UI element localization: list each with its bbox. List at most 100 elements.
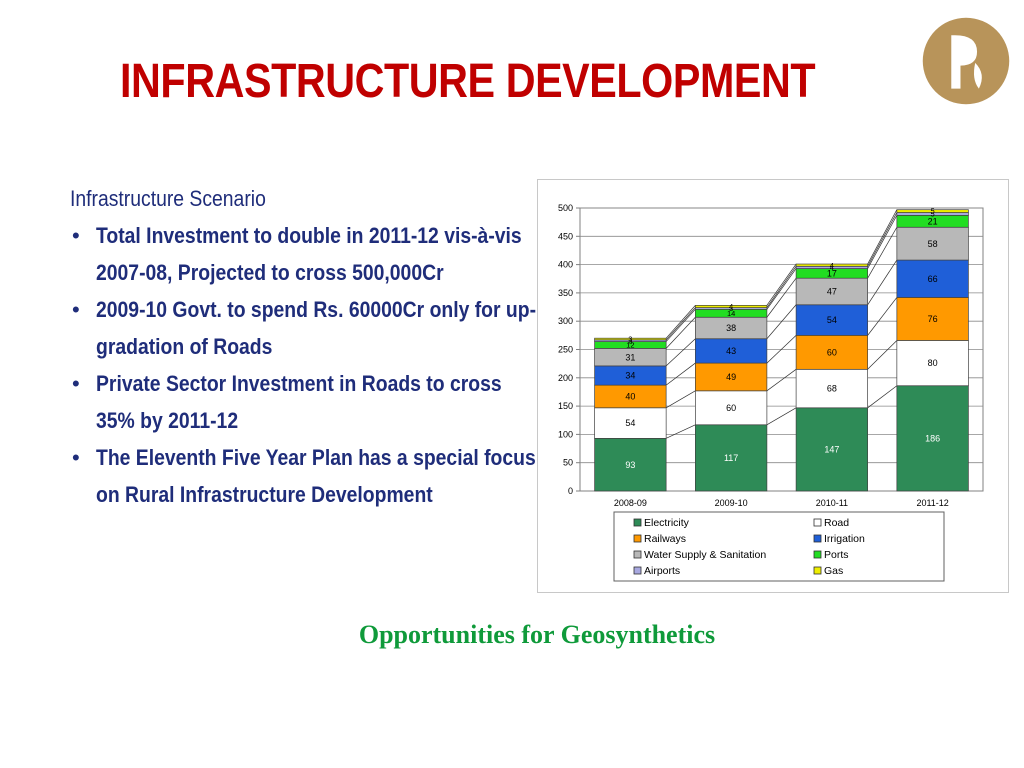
bullet-dot-icon: • bbox=[72, 297, 80, 322]
legend-swatch bbox=[633, 518, 642, 527]
legend-swatch bbox=[633, 550, 642, 559]
series-connector-line bbox=[665, 390, 696, 409]
legend-label: Gas bbox=[824, 565, 843, 577]
legend-swatch bbox=[813, 566, 822, 575]
series-connector-line bbox=[766, 277, 797, 318]
scenario-heading: Infrastructure Scenario bbox=[70, 186, 266, 211]
bar-value-label: 54 bbox=[827, 315, 837, 325]
bar-segment bbox=[795, 407, 868, 492]
bar-segment bbox=[695, 338, 768, 364]
bar-segment bbox=[795, 335, 868, 370]
bar-value-label: 34 bbox=[625, 371, 635, 381]
bar-value-label: 40 bbox=[625, 392, 635, 402]
y-tick-label: 0 bbox=[568, 486, 573, 496]
bar-segment bbox=[896, 297, 969, 341]
bar-value-label: 49 bbox=[726, 372, 736, 382]
series-connector-line bbox=[766, 268, 797, 310]
legend-swatch bbox=[813, 518, 822, 527]
bar-value-label: 76 bbox=[928, 314, 938, 324]
series-connector-line bbox=[867, 340, 898, 370]
legend-label: Irrigation bbox=[824, 533, 865, 545]
bar-value-label: 3 bbox=[628, 336, 632, 345]
series-connector-line bbox=[665, 424, 696, 439]
bar-segment bbox=[795, 277, 868, 306]
legend-label: Ports bbox=[824, 549, 849, 561]
bar-value-label: 186 bbox=[925, 434, 940, 444]
bar-segment bbox=[896, 209, 969, 213]
series-connector-line bbox=[766, 407, 797, 426]
bar-segment bbox=[896, 226, 969, 261]
bullet-text: Total Investment to double in 2011-12 vi… bbox=[96, 223, 522, 285]
bar-segment bbox=[896, 259, 969, 298]
bar-value-label: 5 bbox=[931, 210, 935, 219]
bar-value-label: 4 bbox=[830, 263, 834, 272]
y-tick-label: 450 bbox=[558, 231, 573, 241]
y-tick-label: 50 bbox=[563, 458, 573, 468]
legend-swatch bbox=[813, 534, 822, 543]
bar-value-label: 5 bbox=[931, 207, 935, 216]
bar-segment bbox=[695, 305, 768, 308]
bar-value-label: 3 bbox=[628, 335, 632, 344]
bullet-dot-icon: • bbox=[72, 223, 80, 248]
series-connector-line bbox=[867, 212, 898, 267]
page-title: INFRASTRUCTURE DEVELOPMENT bbox=[120, 55, 816, 108]
legend-swatch bbox=[633, 566, 642, 575]
series-connector-line bbox=[867, 227, 898, 279]
series-connector-line bbox=[766, 369, 797, 392]
bullet-item: • The Eleventh Five Year Plan has a speci… bbox=[70, 439, 540, 513]
bar-value-label: 17 bbox=[827, 269, 837, 279]
series-connector-line bbox=[665, 305, 696, 339]
bar-value-label: 80 bbox=[928, 358, 938, 368]
reliance-logo-icon bbox=[922, 17, 1010, 105]
bar-segment bbox=[795, 368, 868, 409]
bar-segment bbox=[594, 337, 667, 341]
series-connector-line bbox=[665, 307, 696, 341]
bar-value-label: 60 bbox=[726, 403, 736, 413]
bar-value-label: 54 bbox=[625, 418, 635, 428]
investment-chart-frame: 0 50 100 150 200 250 300 350 400 450 500 93 54 40 34 31… bbox=[537, 179, 1009, 593]
x-category-label: 2010-11 bbox=[816, 498, 848, 508]
bullet-text: Private Sector Investment in Roads to cr… bbox=[96, 371, 502, 433]
series-connector-line bbox=[867, 385, 898, 409]
series-connector-line bbox=[665, 338, 696, 367]
y-tick-label: 300 bbox=[558, 316, 573, 326]
x-category-label: 2009-10 bbox=[715, 498, 748, 508]
bar-value-label: 147 bbox=[824, 445, 839, 455]
y-tick-label: 100 bbox=[558, 429, 573, 439]
series-connector-line bbox=[766, 263, 797, 306]
bullet-item: • 2009-10 Govt. to spend Rs. 60000Cr only… bbox=[70, 291, 540, 365]
legend-swatch bbox=[813, 550, 822, 559]
bar-segment bbox=[594, 407, 667, 439]
x-category-label: 2011-12 bbox=[916, 498, 948, 508]
bar-value-label: 60 bbox=[827, 347, 837, 357]
bar-value-label: 58 bbox=[928, 239, 938, 249]
x-category-label: 2008-09 bbox=[614, 498, 647, 508]
bar-value-label: 21 bbox=[928, 216, 938, 226]
bar-segment bbox=[795, 263, 868, 267]
series-connector-line bbox=[867, 259, 898, 305]
investment-stacked-bar-chart: 0501001502002503003504004505009354403431… bbox=[558, 203, 984, 582]
legend-box bbox=[613, 511, 945, 582]
legend-label: Water Supply & Sanitation bbox=[644, 549, 766, 561]
legend-label: Electricity bbox=[644, 517, 690, 529]
bar-segment bbox=[896, 340, 969, 387]
series-connector-line bbox=[665, 316, 696, 349]
bar-value-label: 66 bbox=[928, 274, 938, 284]
bullet-item: • Total Investment to double in 2011-12 v… bbox=[70, 217, 540, 291]
legend-swatch bbox=[633, 534, 642, 543]
legend-label: Railways bbox=[644, 533, 686, 545]
bullet-item: • Private Sector Investment in Roads to c… bbox=[70, 365, 540, 439]
scenario-bullet-list: • Total Investment to double in 2011-12 v… bbox=[70, 217, 540, 513]
y-tick-label: 200 bbox=[558, 373, 573, 383]
legend-label: Airports bbox=[644, 565, 680, 577]
bar-value-label: 43 bbox=[726, 346, 736, 356]
bar-value-label: 14 bbox=[727, 309, 735, 318]
bar-value-label: 3 bbox=[729, 304, 733, 313]
series-connector-line bbox=[665, 309, 696, 342]
y-tick-label: 400 bbox=[558, 260, 573, 270]
bar-value-label: 31 bbox=[625, 352, 635, 362]
bar-value-label: 117 bbox=[724, 453, 738, 463]
y-tick-label: 500 bbox=[558, 203, 573, 213]
legend-label: Road bbox=[824, 517, 849, 529]
series-connector-line bbox=[766, 266, 797, 308]
